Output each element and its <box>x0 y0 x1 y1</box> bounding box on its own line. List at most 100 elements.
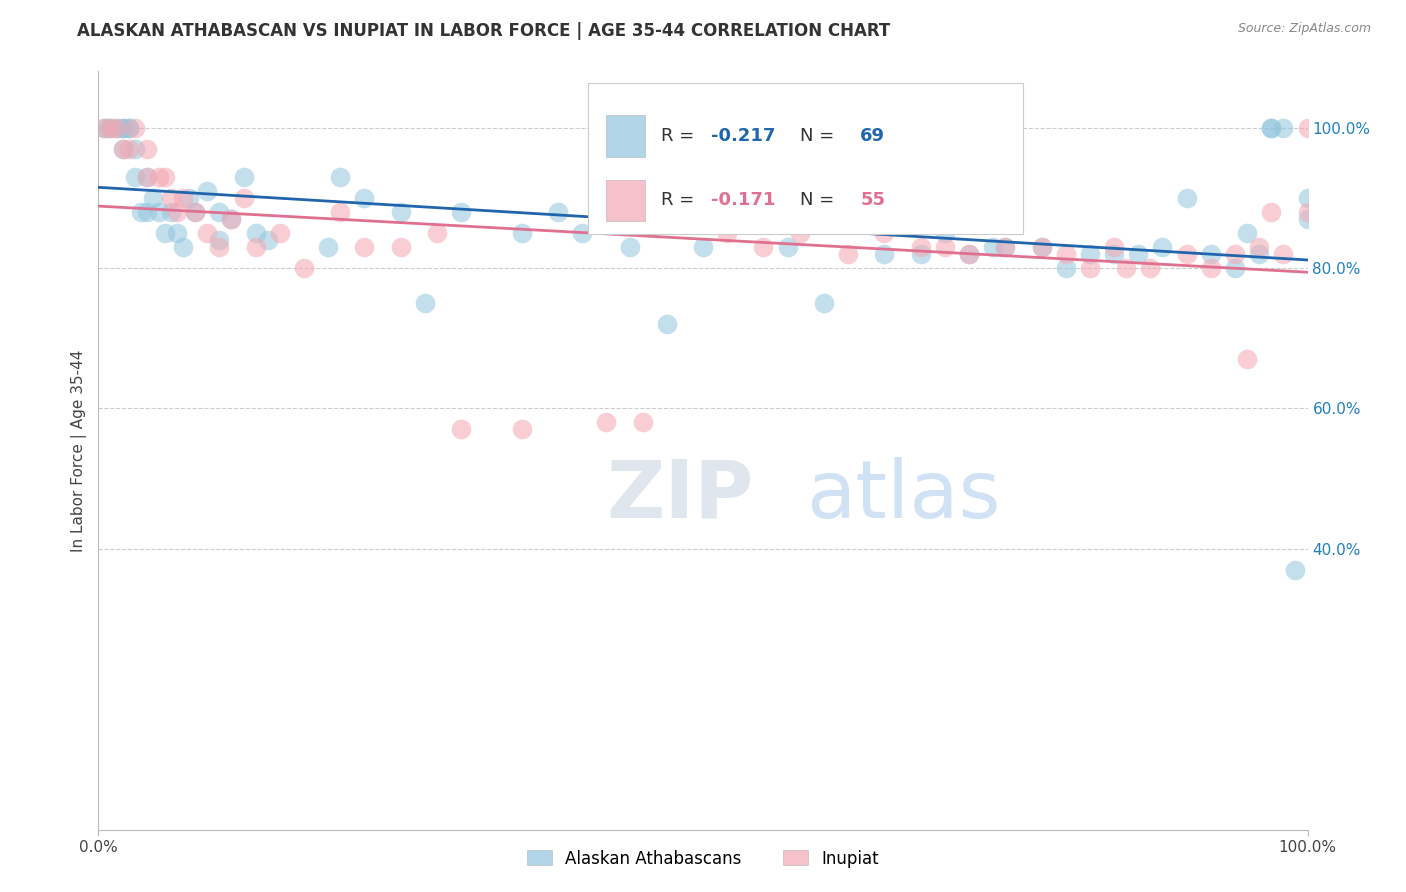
Alaskan Athabascans <box>97 120 120 135</box>
Alaskan Athabascans <box>1199 247 1222 261</box>
Alaskan Athabascans <box>232 169 254 184</box>
Alaskan Athabascans <box>1236 226 1258 240</box>
Inupiat <box>1236 352 1258 367</box>
Alaskan Athabascans <box>208 233 231 247</box>
Alaskan Athabascans <box>547 204 569 219</box>
Inupiat <box>111 142 134 156</box>
Alaskan Athabascans <box>1260 120 1282 135</box>
Alaskan Athabascans <box>245 226 267 240</box>
Alaskan Athabascans <box>1175 191 1198 205</box>
Alaskan Athabascans <box>329 169 352 184</box>
Inupiat <box>1078 260 1101 275</box>
Alaskan Athabascans <box>776 240 799 254</box>
Inupiat <box>1115 260 1137 275</box>
Alaskan Athabascans <box>994 240 1017 254</box>
Text: 55: 55 <box>860 191 886 210</box>
Alaskan Athabascans <box>129 204 152 219</box>
Alaskan Athabascans <box>184 204 207 219</box>
Alaskan Athabascans <box>1102 247 1125 261</box>
Alaskan Athabascans <box>692 204 714 219</box>
Alaskan Athabascans <box>413 296 436 310</box>
Alaskan Athabascans <box>256 233 278 247</box>
Inupiat <box>1223 247 1246 261</box>
Alaskan Athabascans <box>1296 191 1319 205</box>
Alaskan Athabascans <box>135 169 157 184</box>
Inupiat <box>873 226 896 240</box>
Inupiat <box>353 240 375 254</box>
Text: ALASKAN ATHABASCAN VS INUPIAT IN LABOR FORCE | AGE 35-44 CORRELATION CHART: ALASKAN ATHABASCAN VS INUPIAT IN LABOR F… <box>77 22 890 40</box>
Alaskan Athabascans <box>1272 120 1295 135</box>
Alaskan Athabascans <box>208 204 231 219</box>
Inupiat <box>994 240 1017 254</box>
Inupiat <box>1296 120 1319 135</box>
Legend: Alaskan Athabascans, Inupiat: Alaskan Athabascans, Inupiat <box>520 843 886 874</box>
Alaskan Athabascans <box>1054 260 1077 275</box>
Alaskan Athabascans <box>873 247 896 261</box>
Inupiat <box>1296 204 1319 219</box>
Alaskan Athabascans <box>105 120 128 135</box>
Alaskan Athabascans <box>619 204 641 219</box>
Inupiat <box>329 204 352 219</box>
Alaskan Athabascans <box>124 142 146 156</box>
Inupiat <box>450 422 472 436</box>
Inupiat <box>208 240 231 254</box>
Inupiat <box>692 204 714 219</box>
Inupiat <box>631 416 654 430</box>
Alaskan Athabascans <box>692 240 714 254</box>
Inupiat <box>148 169 170 184</box>
Inupiat <box>93 120 115 135</box>
Alaskan Athabascans <box>1296 211 1319 226</box>
Inupiat <box>1199 260 1222 275</box>
Alaskan Athabascans <box>93 120 115 135</box>
Inupiat <box>245 240 267 254</box>
Alaskan Athabascans <box>450 204 472 219</box>
Text: -0.217: -0.217 <box>711 127 776 145</box>
Alaskan Athabascans <box>957 247 980 261</box>
Alaskan Athabascans <box>118 120 141 135</box>
Alaskan Athabascans <box>1249 247 1271 261</box>
Inupiat <box>172 191 194 205</box>
Alaskan Athabascans <box>655 317 678 331</box>
Inupiat <box>595 416 617 430</box>
Alaskan Athabascans <box>981 240 1004 254</box>
Alaskan Athabascans <box>166 226 188 240</box>
Y-axis label: In Labor Force | Age 35-44: In Labor Force | Age 35-44 <box>72 350 87 551</box>
FancyBboxPatch shape <box>606 180 645 221</box>
Inupiat <box>510 422 533 436</box>
Alaskan Athabascans <box>195 184 218 198</box>
Alaskan Athabascans <box>148 204 170 219</box>
Inupiat <box>1272 247 1295 261</box>
Inupiat <box>124 120 146 135</box>
Alaskan Athabascans <box>1284 563 1306 577</box>
Inupiat <box>1249 240 1271 254</box>
Alaskan Athabascans <box>353 191 375 205</box>
FancyBboxPatch shape <box>606 115 645 157</box>
Inupiat <box>752 240 775 254</box>
Inupiat <box>118 142 141 156</box>
Inupiat <box>100 120 122 135</box>
Alaskan Athabascans <box>619 240 641 254</box>
FancyBboxPatch shape <box>588 83 1024 235</box>
Alaskan Athabascans <box>1078 247 1101 261</box>
Alaskan Athabascans <box>179 191 201 205</box>
Inupiat <box>957 247 980 261</box>
Inupiat <box>153 169 176 184</box>
Inupiat <box>1031 240 1053 254</box>
Inupiat <box>232 191 254 205</box>
Alaskan Athabascans <box>111 120 134 135</box>
Alaskan Athabascans <box>813 296 835 310</box>
Inupiat <box>221 211 243 226</box>
Alaskan Athabascans <box>934 226 956 240</box>
Inupiat <box>789 226 811 240</box>
Inupiat <box>813 204 835 219</box>
Alaskan Athabascans <box>142 191 165 205</box>
Inupiat <box>195 226 218 240</box>
Inupiat <box>269 226 291 240</box>
Inupiat <box>1054 247 1077 261</box>
Alaskan Athabascans <box>221 211 243 226</box>
Alaskan Athabascans <box>1152 240 1174 254</box>
Alaskan Athabascans <box>1031 240 1053 254</box>
Text: R =: R = <box>661 127 700 145</box>
Inupiat <box>292 260 315 275</box>
Text: Source: ZipAtlas.com: Source: ZipAtlas.com <box>1237 22 1371 36</box>
